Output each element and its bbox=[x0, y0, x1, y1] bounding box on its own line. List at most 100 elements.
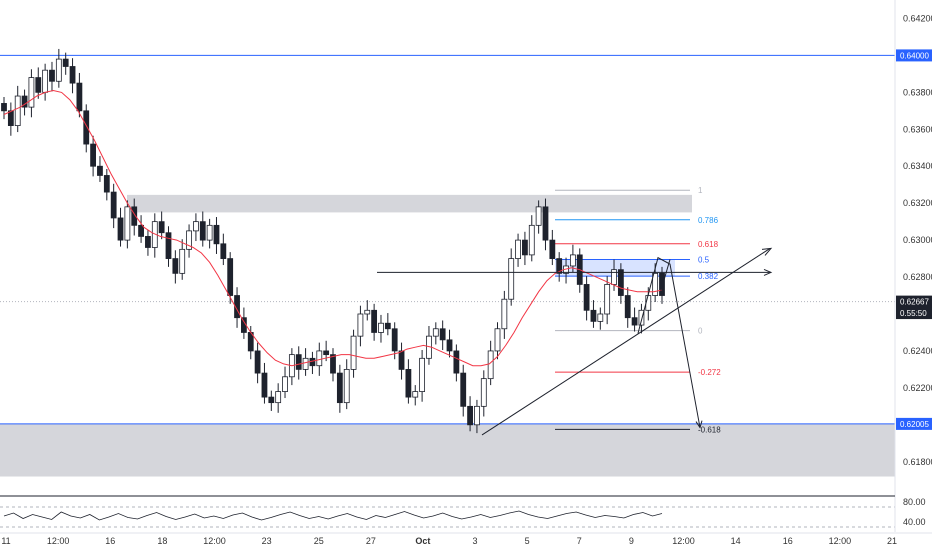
candle-body bbox=[617, 269, 624, 296]
candle-body bbox=[165, 232, 172, 259]
candle bbox=[110, 183, 117, 229]
candle-body bbox=[49, 69, 55, 82]
candle-body bbox=[439, 328, 446, 341]
candle bbox=[549, 229, 556, 266]
candle bbox=[138, 215, 144, 243]
candle bbox=[234, 287, 240, 328]
resistance-ray-arrow bbox=[763, 268, 773, 276]
price-tag-background bbox=[896, 295, 932, 308]
candle-body bbox=[556, 258, 563, 274]
candle bbox=[117, 207, 124, 247]
candle-body bbox=[309, 357, 316, 367]
time-tick-label: 12:00 bbox=[672, 536, 695, 546]
candle-body bbox=[268, 396, 275, 404]
candle bbox=[391, 322, 398, 360]
candle-body bbox=[14, 95, 21, 126]
candle bbox=[515, 233, 521, 267]
candle bbox=[275, 383, 282, 413]
candle-body bbox=[124, 206, 131, 241]
trendline-arrow bbox=[761, 247, 773, 256]
candle-body bbox=[350, 335, 357, 370]
candle-body bbox=[583, 284, 590, 311]
candle-body bbox=[343, 369, 350, 404]
candle bbox=[62, 52, 69, 75]
candle bbox=[206, 218, 213, 249]
candle-body bbox=[220, 243, 227, 259]
candle bbox=[186, 224, 192, 258]
price-tag: 0.64000 bbox=[896, 49, 932, 62]
candle-body bbox=[398, 350, 405, 370]
candle bbox=[295, 346, 302, 380]
fib-level-label: 0.786 bbox=[698, 216, 719, 225]
candle bbox=[432, 322, 439, 345]
candle-body bbox=[35, 77, 42, 93]
candle-body bbox=[419, 357, 426, 392]
candle-body bbox=[28, 77, 35, 108]
fib-level-label: 0.382 bbox=[698, 272, 719, 281]
candle-body bbox=[7, 110, 14, 126]
candle-body bbox=[590, 309, 597, 322]
candle bbox=[288, 348, 295, 386]
candle bbox=[542, 198, 549, 251]
candle bbox=[364, 300, 371, 321]
candle-body bbox=[371, 309, 378, 333]
candle-body bbox=[103, 175, 110, 193]
candle-body bbox=[542, 206, 549, 241]
time-tick-label: 3 bbox=[473, 536, 478, 546]
candle bbox=[247, 325, 254, 360]
candle bbox=[556, 252, 563, 282]
shaded-zone bbox=[127, 194, 692, 213]
candle bbox=[350, 329, 357, 378]
candle bbox=[590, 300, 597, 328]
price-tag-background bbox=[896, 307, 932, 320]
candle-body bbox=[117, 217, 124, 241]
candle bbox=[357, 305, 364, 347]
candle-body bbox=[446, 339, 453, 352]
candle-body bbox=[391, 328, 398, 352]
candle-body bbox=[460, 372, 467, 407]
candle-body bbox=[172, 258, 179, 274]
rsi-tick-label: 40.00 bbox=[903, 517, 926, 527]
candle bbox=[494, 322, 501, 360]
candle-body bbox=[659, 272, 665, 296]
candle bbox=[193, 213, 199, 242]
time-tick-label: 21 bbox=[887, 536, 897, 546]
price-tag-label: 0.62667 bbox=[900, 298, 929, 307]
candle-body bbox=[131, 206, 138, 226]
fib-level-label: 0 bbox=[698, 327, 703, 336]
candle bbox=[412, 385, 419, 406]
projection-leg bbox=[659, 259, 671, 294]
time-tick-label: 18 bbox=[157, 536, 167, 546]
time-tick-label: 12:00 bbox=[203, 536, 226, 546]
candle bbox=[90, 135, 97, 177]
time-tick-label: 16 bbox=[783, 536, 793, 546]
price-tag-label: 0.55:50 bbox=[900, 309, 927, 318]
time-tick-label: 12:00 bbox=[47, 536, 70, 546]
candle-body bbox=[494, 328, 501, 352]
candle bbox=[480, 370, 487, 417]
candle-body bbox=[412, 391, 419, 398]
price-tag-background bbox=[896, 417, 932, 430]
candle-body bbox=[227, 258, 234, 296]
candle bbox=[131, 198, 138, 236]
candle-body bbox=[275, 391, 282, 404]
candle bbox=[611, 259, 617, 291]
candle-body bbox=[501, 298, 508, 330]
candle-body bbox=[604, 284, 611, 315]
candle-body bbox=[234, 295, 240, 319]
fib-level-label: 0.618 bbox=[698, 240, 719, 249]
candle bbox=[76, 72, 83, 118]
candle-body bbox=[254, 350, 261, 374]
projection-path bbox=[637, 256, 701, 428]
candle bbox=[439, 320, 446, 351]
candle bbox=[199, 211, 206, 247]
candle-body bbox=[158, 221, 165, 234]
candle bbox=[268, 390, 275, 411]
candle-body bbox=[467, 405, 473, 426]
